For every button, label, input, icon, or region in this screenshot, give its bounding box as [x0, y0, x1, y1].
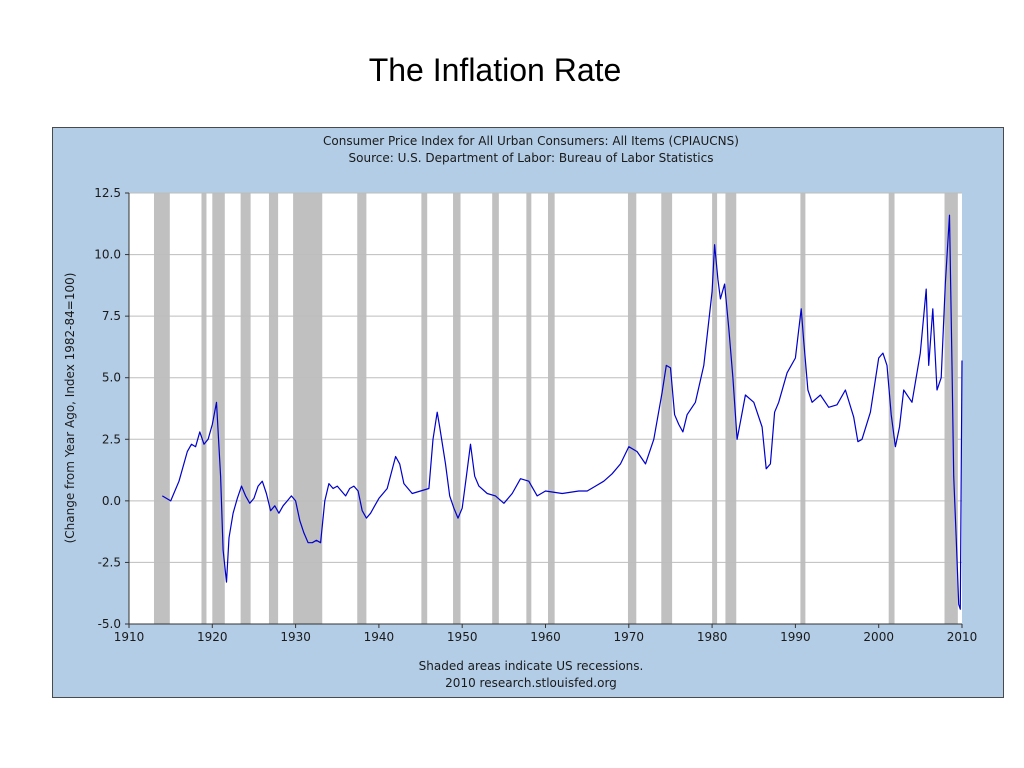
- y-tick-label: 10.0: [94, 248, 121, 262]
- recession-band: [547, 193, 555, 624]
- y-tick-label: 2.5: [102, 432, 121, 446]
- y-tick-label: -2.5: [98, 555, 121, 569]
- recession-band: [240, 193, 251, 624]
- chart-subtitle: Source: U.S. Department of Labor: Bureau…: [349, 151, 714, 165]
- x-tick-label: 1950: [447, 630, 478, 644]
- y-tick-label: 0.0: [102, 494, 121, 508]
- y-tick-label: 12.5: [94, 186, 121, 200]
- x-tick-label: 2000: [863, 630, 894, 644]
- recession-band: [201, 193, 207, 624]
- recession-band: [800, 193, 806, 624]
- recession-band: [944, 193, 958, 624]
- recession-band: [357, 193, 367, 624]
- recession-band: [212, 193, 225, 624]
- chart-title: Consumer Price Index for All Urban Consu…: [323, 134, 739, 148]
- recession-band: [627, 193, 637, 624]
- recession-band: [453, 193, 461, 624]
- chart-panel: Consumer Price Index for All Urban Consu…: [52, 127, 1004, 698]
- y-tick-label: 7.5: [102, 309, 121, 323]
- axes: -5.0 -2.5 0.0 2.5 5.0 7.5 10.0 12.5 1910 1920 1930…: [94, 186, 977, 644]
- recession-band: [725, 193, 737, 624]
- x-tick-label: 1910: [114, 630, 145, 644]
- recession-band: [293, 193, 323, 624]
- footer-note: Shaded areas indicate US recessions.: [419, 659, 644, 673]
- recession-band: [492, 193, 499, 624]
- plot-area: [129, 193, 962, 624]
- recession-band: [661, 193, 673, 624]
- recession-shading: [153, 193, 958, 624]
- x-tick-label: 1930: [280, 630, 311, 644]
- x-tick-label: 1970: [614, 630, 645, 644]
- y-tick-label: 5.0: [102, 371, 121, 385]
- recession-band: [421, 193, 428, 624]
- x-tick-label: 1960: [530, 630, 561, 644]
- recession-band: [888, 193, 895, 624]
- x-tick-label: 2010: [947, 630, 978, 644]
- recession-band: [268, 193, 279, 624]
- footer-source: 2010 research.stlouisfed.org: [445, 676, 617, 690]
- recession-band: [712, 193, 718, 624]
- y-axis-label: (Change from Year Ago, Index 1982-84=100…: [63, 273, 77, 544]
- x-tick-label: 1920: [197, 630, 228, 644]
- recession-band: [526, 193, 532, 624]
- series-layer: [161, 214, 963, 610]
- inflation-line-chart: Consumer Price Index for All Urban Consu…: [63, 134, 977, 690]
- x-tick-label: 1980: [697, 630, 728, 644]
- cpi-change-series-line: [161, 214, 963, 610]
- y-tick-label: -5.0: [98, 617, 121, 631]
- x-tick-label: 1940: [364, 630, 395, 644]
- slide-title: The Inflation Rate: [368, 52, 622, 88]
- x-tick-label: 1990: [780, 630, 811, 644]
- recession-band: [153, 193, 170, 624]
